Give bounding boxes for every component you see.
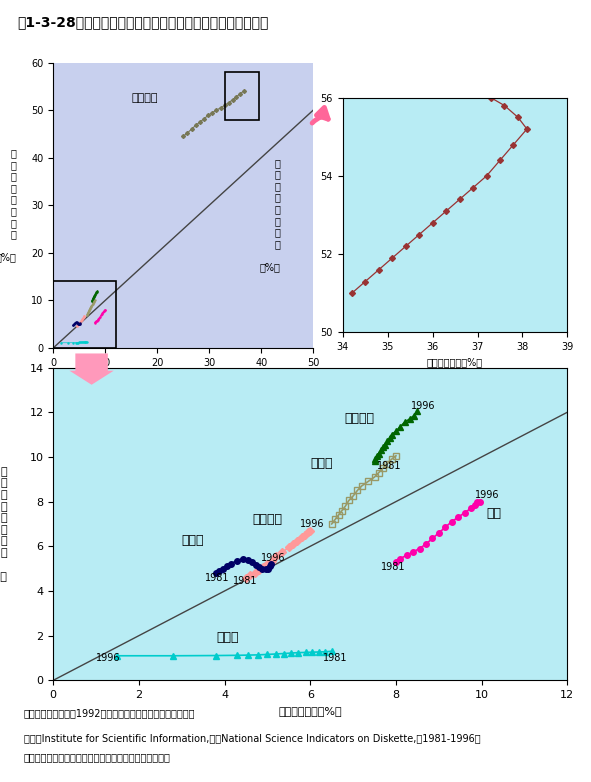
Text: 1981: 1981 — [205, 573, 230, 583]
Text: ロシア: ロシア — [216, 631, 239, 644]
Text: 1981: 1981 — [323, 653, 348, 663]
Text: 1996: 1996 — [475, 490, 500, 500]
Text: 1996: 1996 — [96, 653, 121, 663]
Text: 注）ロシアの数値は1992年まではソ連としての数値である。: 注）ロシアの数値は1992年まではソ連としての数値である。 — [24, 708, 195, 718]
Y-axis label: 被
引
用
回
数
シ
ェ
ア

（%）: 被 引 用 回 数 シ ェ ア （%） — [0, 148, 17, 263]
Text: 日本: 日本 — [486, 508, 501, 520]
Text: 1996: 1996 — [261, 553, 285, 563]
Text: イギリス: イギリス — [345, 412, 375, 425]
Text: に基づいて科学技術庁科学技術政策研究所が作成。: に基づいて科学技術庁科学技術政策研究所が作成。 — [24, 752, 171, 762]
Text: ドイツ: ドイツ — [310, 457, 333, 470]
Bar — [53, 282, 116, 348]
Text: 1981: 1981 — [381, 561, 405, 572]
X-axis label: 論文数シェア（%）: 論文数シェア（%） — [427, 357, 483, 368]
X-axis label: 論文数シェア（%）: 論文数シェア（%） — [278, 705, 342, 716]
Text: カナダ: カナダ — [182, 534, 204, 547]
Y-axis label: 被
引
用
回
数
シ
ェ
ア

（%）: 被 引 用 回 数 シ ェ ア （%） — [0, 467, 7, 581]
Text: 1981: 1981 — [376, 461, 401, 472]
X-axis label: 論文数シェア（%）: 論文数シェア（%） — [155, 373, 211, 383]
Text: アメリカ: アメリカ — [131, 92, 158, 102]
Text: フランス: フランス — [252, 513, 282, 526]
Text: 1996: 1996 — [300, 519, 324, 529]
Text: 1981: 1981 — [233, 576, 258, 586]
Text: 1996: 1996 — [411, 401, 436, 411]
Text: 第1-3-28図　世界に占める論文数と論文の被引用回数の割合: 第1-3-28図 世界に占める論文数と論文の被引用回数の割合 — [18, 16, 269, 30]
Text: 資料：Institute for Scientific Information,　「National Science Indicators on Diskett: 資料：Institute for Scientific Information,… — [24, 733, 480, 743]
Y-axis label: 被
引
用
回
数
シ
ェ
ア

（%）: 被 引 用 回 数 シ ェ ア （%） — [259, 158, 280, 272]
Bar — [225, 72, 259, 120]
